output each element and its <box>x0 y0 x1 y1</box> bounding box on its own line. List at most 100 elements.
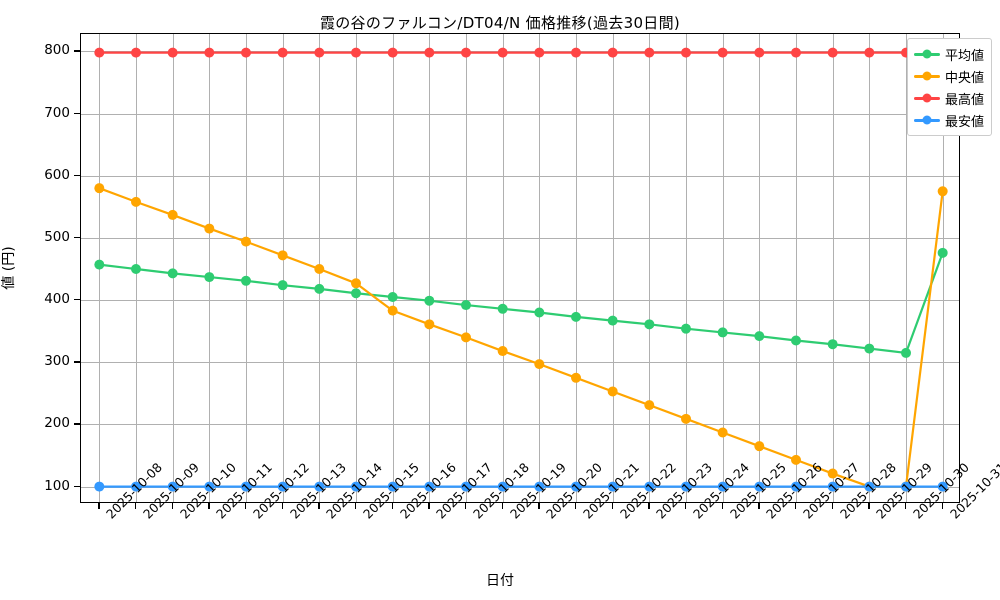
gridline-vertical <box>722 34 724 502</box>
series-marker <box>754 441 765 452</box>
legend-swatch <box>913 71 940 81</box>
series-layer <box>94 47 948 492</box>
series-marker <box>461 300 471 311</box>
series-marker <box>644 47 655 58</box>
series-marker <box>827 339 838 350</box>
series-marker <box>607 315 618 326</box>
x-tick-label: 2025-10-27 <box>800 460 862 522</box>
series-marker <box>534 359 545 370</box>
x-tick-label: 2025-10-22 <box>617 460 679 522</box>
legend-item[interactable]: 最安値 <box>913 110 984 130</box>
gridline-vertical <box>209 34 211 502</box>
series-marker <box>94 183 105 194</box>
series-marker <box>607 481 618 492</box>
series-marker <box>387 305 398 316</box>
series-marker <box>241 481 251 492</box>
legend-item[interactable]: 中央値 <box>913 66 984 86</box>
series-marker <box>131 481 141 492</box>
series-marker <box>241 236 251 247</box>
series-marker <box>937 247 948 258</box>
series-marker <box>277 481 288 492</box>
series-marker <box>864 47 875 58</box>
series-marker <box>131 196 141 207</box>
series-marker <box>681 47 691 58</box>
series-marker <box>937 481 948 492</box>
legend-label: 最高値 <box>944 92 984 108</box>
x-axis-title: 日付 <box>486 573 514 589</box>
series-marker <box>461 47 471 58</box>
legend-item[interactable]: 最高値 <box>913 88 984 108</box>
series-marker <box>277 280 288 291</box>
series-marker <box>534 307 545 318</box>
series-marker <box>754 481 765 492</box>
series-marker <box>901 347 911 358</box>
series-marker <box>534 47 545 58</box>
x-tick-label: 2025-10-10 <box>177 460 239 522</box>
series-marker <box>424 47 435 58</box>
gridline-vertical <box>246 34 247 502</box>
series-marker <box>387 291 398 302</box>
series-marker <box>94 481 105 492</box>
y-tick-label: 600 <box>44 166 70 183</box>
series-marker <box>461 481 471 492</box>
x-tick-label: 2025-10-13 <box>287 460 349 522</box>
series-marker <box>717 327 728 338</box>
series-marker <box>94 259 105 270</box>
series-marker <box>461 332 471 343</box>
gridline-vertical <box>869 34 871 502</box>
series-marker <box>937 186 948 197</box>
series-marker <box>497 346 508 357</box>
series-marker <box>204 47 215 58</box>
series-marker <box>277 250 288 261</box>
series-marker <box>204 223 215 234</box>
x-tick-label: 2025-10-12 <box>250 460 312 522</box>
gridline-vertical <box>686 34 687 502</box>
series-marker <box>387 47 398 58</box>
x-tick-label: 2025-10-20 <box>543 460 605 522</box>
series-marker <box>167 209 178 220</box>
series-marker <box>131 264 141 274</box>
legend: 平均値中央値最高値最安値 <box>906 38 992 136</box>
series-line <box>98 187 944 488</box>
page-title: 霞の谷のファルコン/DT04/N 価格推移(過去30日間) <box>319 14 681 32</box>
gridline-horizontal <box>81 113 959 115</box>
series-marker <box>204 272 215 283</box>
gridline-vertical <box>172 34 174 502</box>
gridline-horizontal <box>81 175 959 177</box>
gridline-horizontal <box>81 362 959 364</box>
series-line <box>98 251 944 355</box>
x-tick-label: 2025-10-08 <box>103 460 165 522</box>
series-marker <box>167 47 178 58</box>
x-tick-label: 2025-10-11 <box>213 460 275 522</box>
legend-swatch <box>913 115 940 125</box>
series-marker <box>827 481 838 492</box>
series-marker <box>277 47 288 58</box>
series-marker <box>314 481 325 492</box>
series-marker <box>204 481 215 492</box>
series-marker <box>864 481 875 492</box>
legend-marker-icon <box>922 115 932 125</box>
series-marker <box>314 283 325 294</box>
series-marker <box>644 319 655 330</box>
x-tick-label: 2025-10-23 <box>653 460 715 522</box>
gridline-vertical <box>906 34 907 502</box>
x-tick-label: 2025-10-16 <box>397 460 459 522</box>
series-marker <box>607 386 618 397</box>
gridline-vertical <box>502 34 504 502</box>
series-marker <box>167 268 178 279</box>
legend-label: 中央値 <box>944 70 984 86</box>
series-marker <box>644 400 655 411</box>
x-tick-label: 2025-10-15 <box>360 460 422 522</box>
gridline-vertical <box>576 34 577 502</box>
legend-item[interactable]: 平均値 <box>913 44 984 64</box>
gridline-vertical <box>759 34 761 502</box>
series-marker <box>827 468 838 479</box>
series-marker <box>681 481 691 492</box>
series-marker <box>681 323 691 334</box>
series-marker <box>314 47 325 58</box>
series-marker <box>497 303 508 314</box>
x-tick-label: 2025-10-25 <box>727 460 789 522</box>
series-marker <box>607 47 618 58</box>
y-tick-label: 400 <box>44 291 70 308</box>
gridline-vertical <box>942 34 944 502</box>
